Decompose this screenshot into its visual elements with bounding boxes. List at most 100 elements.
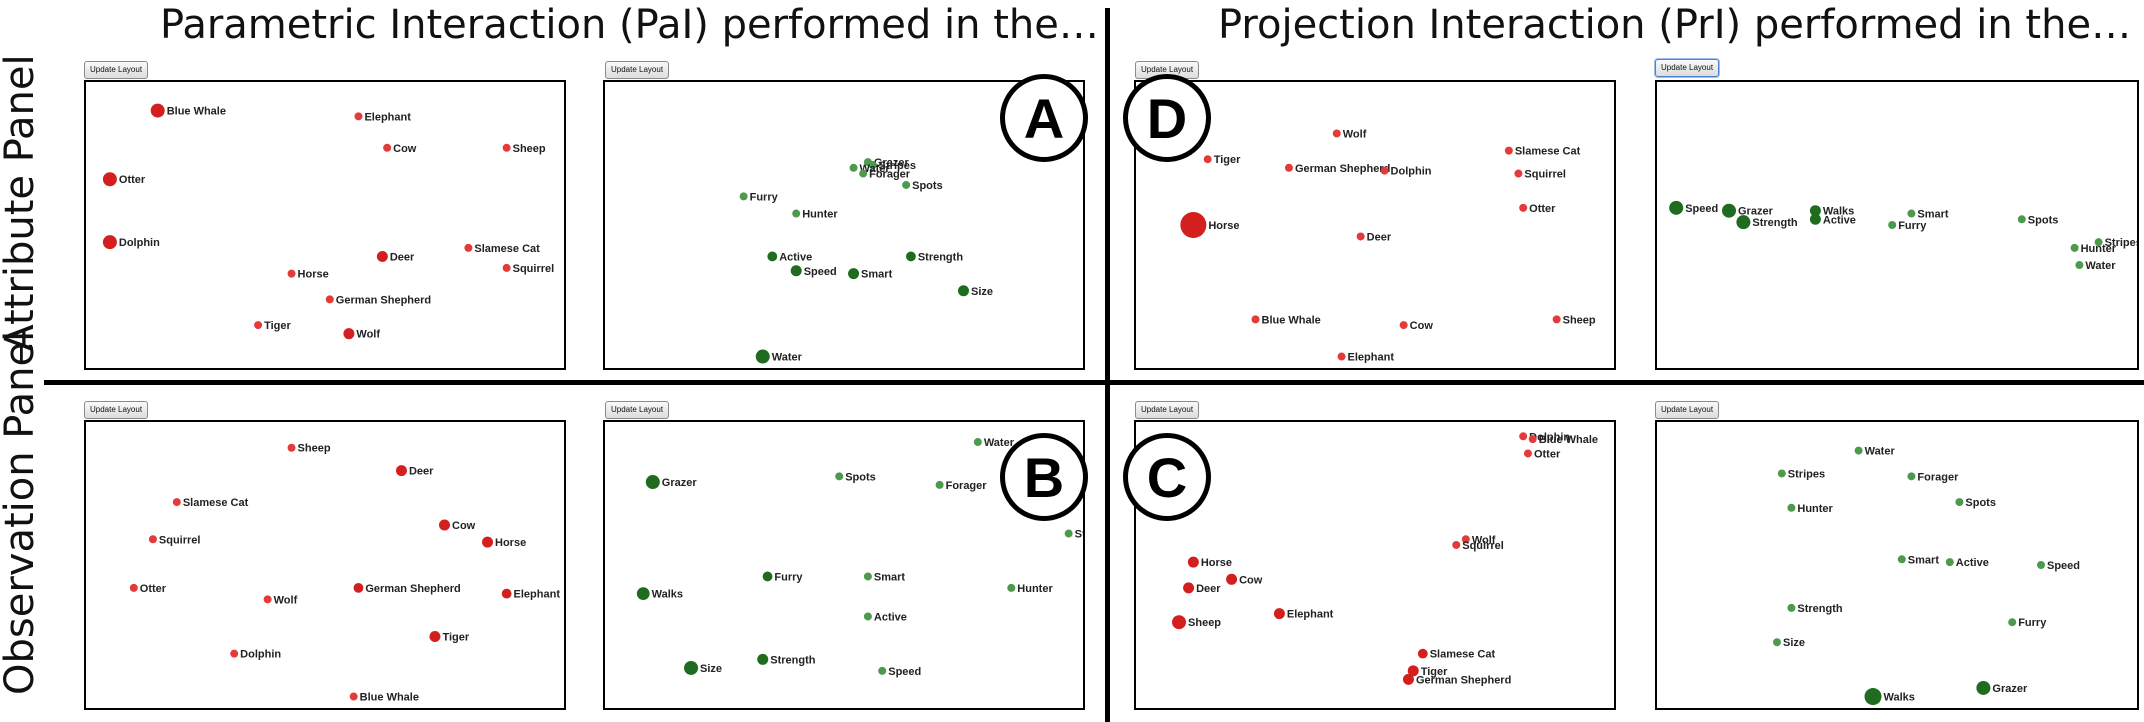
observation-point[interactable]: Otter (1523, 448, 1561, 460)
point-marker[interactable] (1273, 608, 1285, 620)
observation-point[interactable]: Cow (1399, 320, 1434, 332)
point-marker[interactable] (868, 160, 877, 169)
attribute-point[interactable]: Water (755, 349, 803, 364)
point-marker[interactable] (1523, 449, 1532, 458)
attribute-point[interactable]: Spots (1955, 497, 1996, 509)
point-marker[interactable] (1251, 315, 1260, 324)
point-marker[interactable] (1888, 221, 1897, 229)
point-marker[interactable] (1552, 315, 1561, 324)
point-marker[interactable] (353, 582, 364, 593)
point-marker[interactable] (1519, 432, 1528, 441)
point-marker[interactable] (1864, 688, 1882, 706)
attribute-point[interactable]: Smart (1897, 554, 1940, 566)
observation-point[interactable]: Dolphin (230, 649, 281, 661)
point-marker[interactable] (1809, 205, 1821, 217)
point-marker[interactable] (902, 180, 911, 189)
point-marker[interactable] (1514, 169, 1523, 178)
attribute-point[interactable]: Forager (1907, 471, 1959, 483)
observation-point[interactable]: Squirrel (1452, 540, 1504, 552)
point-marker[interactable] (1897, 555, 1906, 564)
point-marker[interactable] (2075, 261, 2084, 270)
point-marker[interactable] (757, 653, 769, 665)
observation-point[interactable]: Horse (482, 536, 526, 550)
attribute-point[interactable]: Smart (863, 571, 906, 583)
attribute-point[interactable]: Furry (1888, 220, 1927, 232)
observation-point[interactable]: Deer (1356, 231, 1392, 243)
attribute-point[interactable]: Furry (762, 571, 804, 583)
point-marker[interactable] (1356, 232, 1365, 241)
point-marker[interactable] (439, 519, 450, 531)
point-marker[interactable] (148, 535, 157, 544)
observation-scatter-panel[interactable]: Blue Whale Elephant Cow Sheep Otter Dolphin Sl… (84, 80, 566, 370)
observation-scatter-panel[interactable]: Sheep Deer Slamese Cat Cow Squirrel Horse Otte… (84, 420, 566, 710)
point-marker[interactable] (1945, 558, 1954, 567)
point-marker[interactable] (102, 235, 117, 250)
observation-point[interactable]: Otter (102, 172, 146, 187)
point-marker[interactable] (1504, 146, 1513, 155)
observation-point[interactable]: Tiger (429, 631, 470, 644)
observation-point[interactable]: Elephant (1337, 352, 1395, 364)
attribute-point[interactable]: Furry (2008, 617, 2047, 629)
point-marker[interactable] (287, 269, 296, 278)
point-marker[interactable] (2008, 618, 2017, 627)
point-marker[interactable] (1777, 469, 1786, 478)
attribute-scatter-panel[interactable]: Speed Grazer Walks Smart Strength Active Furry… (1655, 80, 2139, 370)
point-marker[interactable] (935, 480, 944, 489)
point-marker[interactable] (1907, 209, 1916, 218)
point-marker[interactable] (645, 475, 660, 490)
observation-point[interactable]: Blue Whale (1251, 314, 1321, 326)
point-marker[interactable] (102, 172, 117, 187)
point-marker[interactable] (1907, 472, 1916, 481)
point-marker[interactable] (464, 243, 473, 252)
point-marker[interactable] (1187, 556, 1199, 568)
observation-point[interactable]: Squirrel (502, 263, 555, 275)
observation-point[interactable]: Wolf (343, 328, 380, 341)
attribute-point[interactable]: Walks (1864, 688, 1915, 706)
point-marker[interactable] (849, 163, 858, 172)
point-marker[interactable] (1787, 503, 1796, 512)
observation-point[interactable]: Squirrel (148, 534, 201, 546)
observation-point[interactable]: Dolphin (1380, 166, 1432, 178)
point-marker[interactable] (1203, 155, 1212, 164)
point-marker[interactable] (755, 349, 770, 364)
observation-point[interactable]: Blue Whale (1528, 434, 1598, 446)
point-marker[interactable] (1955, 498, 1964, 507)
attribute-point[interactable]: Stripes (868, 160, 916, 172)
point-marker[interactable] (958, 285, 969, 297)
point-marker[interactable] (1380, 166, 1389, 175)
point-marker[interactable] (1528, 435, 1537, 444)
observation-point[interactable]: Wolf (263, 594, 298, 606)
point-marker[interactable] (1183, 582, 1195, 594)
point-marker[interactable] (878, 666, 887, 675)
attribute-point[interactable]: Stripes (2094, 237, 2137, 249)
point-marker[interactable] (287, 443, 296, 452)
attribute-point[interactable]: Stripes (1777, 468, 1825, 480)
observation-point[interactable]: Dolphin (1519, 431, 1570, 443)
point-marker[interactable] (150, 103, 165, 118)
attribute-point[interactable]: Spots (902, 180, 943, 192)
point-marker[interactable] (790, 265, 802, 277)
update-layout-button[interactable]: Update Layout (84, 401, 149, 419)
update-layout-button[interactable]: Update Layout (1655, 59, 1720, 77)
attribute-point[interactable]: Forager (935, 480, 988, 492)
attribute-point[interactable]: Smart (848, 268, 893, 281)
observation-point[interactable]: Horse (287, 269, 329, 281)
attribute-point[interactable]: Size (1773, 637, 1805, 649)
attribute-point[interactable]: Active (767, 251, 812, 263)
observation-point[interactable]: Cow (439, 519, 476, 532)
observation-scatter-panel[interactable]: Dolphin Blue Whale Otter Wolf Squirrel Horse C… (1134, 420, 1616, 710)
update-layout-button[interactable]: Update Layout (1655, 401, 1720, 419)
attribute-point[interactable]: Spots (2017, 214, 2059, 226)
observation-point[interactable]: Horse (1187, 556, 1232, 570)
attribute-point[interactable]: Water (973, 437, 1015, 449)
observation-point[interactable]: Slamese Cat (464, 243, 540, 255)
observation-point[interactable]: German Shepherd (353, 582, 461, 595)
observation-scatter-panel[interactable]: Wolf Tiger Slamese Cat German Shepherd Dolph… (1134, 80, 1616, 370)
observation-point[interactable]: Horse (1180, 212, 1240, 238)
observation-point[interactable]: Sheep (287, 443, 331, 455)
point-marker[interactable] (2017, 215, 2026, 224)
observation-point[interactable]: Tiger (1407, 665, 1448, 678)
point-marker[interactable] (906, 251, 916, 262)
attribute-point[interactable]: Active (1945, 557, 1989, 569)
attribute-point[interactable]: Water (849, 163, 891, 175)
